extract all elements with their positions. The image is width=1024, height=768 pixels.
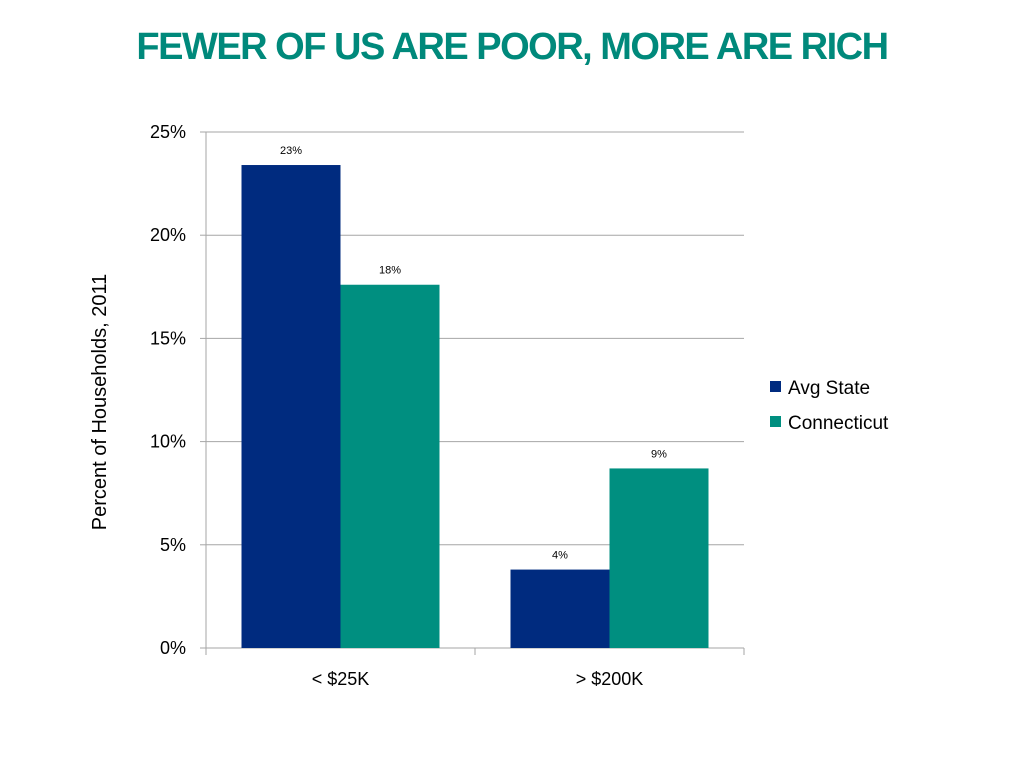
y-tick-label: 25% (150, 122, 186, 142)
y-tick-label: 20% (150, 225, 186, 245)
data-label: 18% (379, 265, 401, 277)
bar-avg-state (510, 569, 610, 648)
category-label: < $25K (312, 669, 370, 689)
y-tick-label: 5% (160, 535, 186, 555)
data-label: 4% (552, 550, 568, 562)
legend-swatch (770, 416, 781, 427)
bar-connecticut (340, 284, 440, 648)
y-tick-label: 10% (150, 432, 186, 452)
chart-title: FEWER OF US ARE POOR, MORE ARE RICH (136, 26, 889, 68)
y-tick-label: 0% (160, 638, 186, 658)
legend-label: Connecticut (788, 413, 889, 434)
legend-swatch (770, 381, 781, 392)
bar-connecticut (609, 468, 709, 648)
bars (241, 165, 709, 649)
y-tick-labels: 0% 5% 10% 15% 20% 25% (150, 122, 186, 658)
category-label: > $200K (576, 669, 644, 689)
legend-label: Avg State (788, 378, 870, 399)
y-axis-label: Percent of Households, 2011 (89, 274, 111, 530)
legend: Avg State Connecticut (770, 378, 889, 434)
data-label: 9% (651, 448, 667, 460)
data-label: 23% (280, 145, 302, 157)
category-labels: < $25K > $200K (312, 669, 644, 689)
y-tick-label: 15% (150, 328, 186, 348)
data-labels: 23% 18% 4% 9% (280, 145, 667, 562)
bar-avg-state (241, 165, 341, 649)
